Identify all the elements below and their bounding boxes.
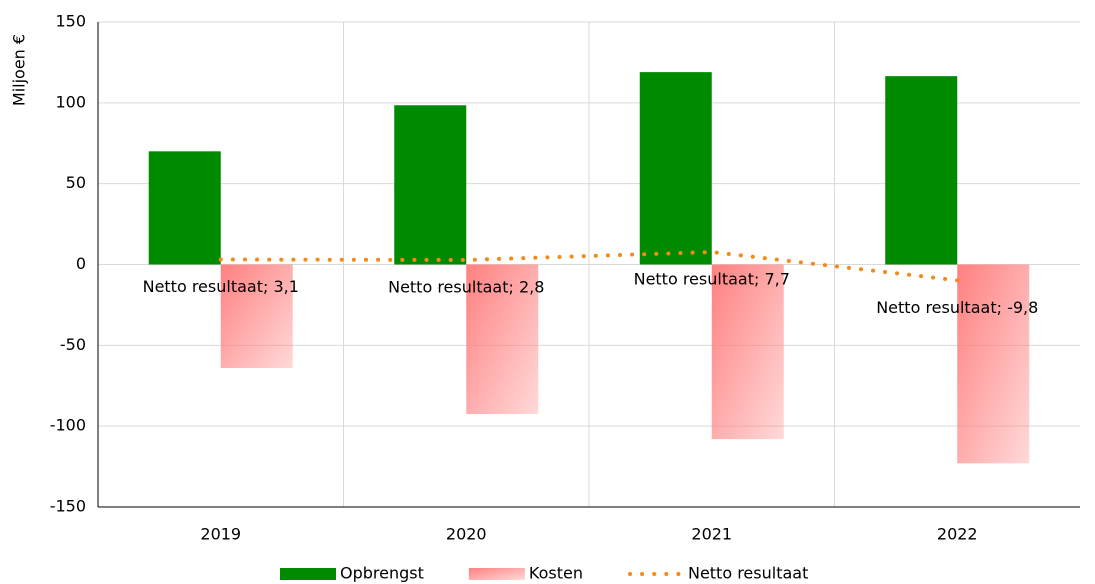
data-label: Netto resultaat; 2,8 bbox=[388, 277, 544, 296]
y-axis-label: Miljoen € bbox=[10, 34, 29, 106]
x-tick-label: 2022 bbox=[937, 525, 978, 544]
bar bbox=[885, 76, 958, 265]
data-label: Netto resultaat; 7,7 bbox=[634, 270, 790, 289]
data-label: Netto resultaat; 3,1 bbox=[143, 277, 299, 296]
bar bbox=[957, 264, 1030, 464]
bar bbox=[639, 72, 712, 265]
bar bbox=[394, 105, 467, 265]
x-tick-label: 2019 bbox=[200, 525, 241, 544]
legend-swatch bbox=[468, 568, 525, 580]
legend-swatch bbox=[280, 568, 336, 580]
y-tick-label: 50 bbox=[66, 173, 86, 192]
bar bbox=[148, 151, 221, 265]
legend-label: Opbrengst bbox=[340, 564, 424, 583]
y-tick-label: 150 bbox=[55, 12, 86, 31]
y-tick-label: -50 bbox=[60, 335, 86, 354]
legend-label: Netto resultaat bbox=[688, 564, 808, 583]
y-tick-label: 0 bbox=[76, 254, 86, 273]
x-tick-label: 2020 bbox=[446, 525, 487, 544]
y-tick-label: 100 bbox=[55, 92, 86, 111]
x-tick-label: 2021 bbox=[691, 525, 732, 544]
y-tick-label: -150 bbox=[50, 497, 86, 516]
bar bbox=[220, 264, 293, 368]
y-tick-label: -100 bbox=[50, 416, 86, 435]
line bbox=[218, 250, 960, 283]
bar bbox=[466, 264, 539, 415]
legend-label: Kosten bbox=[529, 564, 583, 583]
data-label: Netto resultaat; -9,8 bbox=[876, 298, 1038, 317]
bar bbox=[711, 264, 784, 440]
